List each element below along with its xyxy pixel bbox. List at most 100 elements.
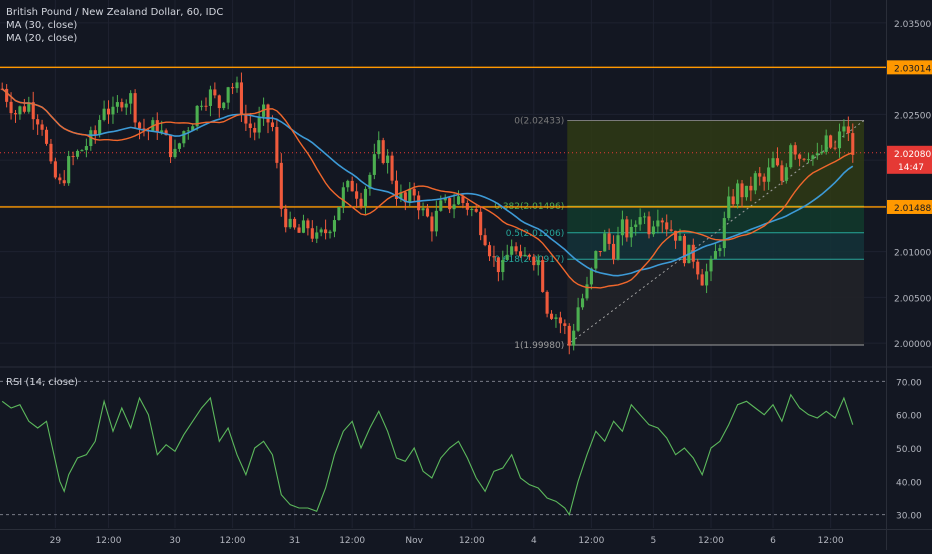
candle-body — [111, 106, 115, 115]
level-price-label: 2.01488 — [894, 204, 931, 214]
candle-body — [811, 155, 815, 160]
candle-body — [412, 188, 416, 196]
candle-body — [665, 222, 669, 230]
candle-body — [18, 106, 22, 115]
candle-body — [731, 196, 735, 205]
candle-body — [266, 104, 270, 123]
candle-body — [554, 317, 558, 319]
candle-body — [403, 192, 407, 203]
candle-body — [75, 150, 80, 157]
horizontal-levels[interactable] — [0, 66, 886, 208]
candle-body — [705, 271, 709, 286]
fib-level-label: 0.5(2.01206) — [506, 229, 565, 239]
candle-body — [625, 219, 629, 238]
candle-body — [173, 148, 177, 158]
time-tick-label: 29 — [50, 536, 62, 546]
candle-body — [629, 226, 633, 238]
candle-body — [164, 130, 168, 136]
candle-body — [527, 254, 531, 257]
candle-body — [638, 217, 642, 225]
candle-body — [718, 248, 722, 252]
candle-body — [381, 140, 385, 163]
candle-body — [727, 196, 731, 219]
candle-body — [350, 180, 354, 192]
time-tick-label: 5 — [651, 536, 657, 546]
candle-body — [567, 325, 571, 346]
candle-body — [656, 220, 660, 227]
candle-body — [651, 226, 655, 235]
candle-body — [456, 196, 461, 205]
candle-body — [204, 105, 208, 107]
candle-body — [160, 130, 164, 133]
price-tick-label: 2.02500 — [894, 111, 931, 121]
candle-body — [448, 198, 452, 210]
candle-body — [244, 114, 248, 124]
candle-body — [239, 82, 243, 115]
candle-body — [421, 208, 425, 211]
rsi-line — [1, 393, 854, 517]
time-tick-label: 12:00 — [339, 536, 365, 546]
candle-body — [169, 135, 173, 158]
legend-ma20: MA (20, close) — [6, 33, 78, 44]
candle-body — [177, 143, 181, 149]
candle-body — [58, 177, 62, 181]
candle-body — [231, 87, 235, 89]
time-tick-label: 4 — [531, 536, 537, 546]
candle-body — [13, 113, 18, 115]
fib-zone — [567, 206, 864, 233]
fibonacci-retracement[interactable]: 0(2.02433)0.382(2.01496)0.5(2.01206)0.61… — [494, 117, 865, 351]
candle-body — [616, 235, 620, 260]
candle-body — [71, 156, 75, 158]
candle-body — [124, 103, 128, 108]
candle-body — [191, 126, 195, 131]
price-tick-label: 2.00000 — [894, 340, 931, 350]
time-tick-label: 30 — [169, 536, 181, 546]
candle-body — [598, 251, 602, 253]
candle-body — [248, 123, 252, 129]
candle-body — [40, 124, 44, 130]
candle-body — [270, 122, 274, 127]
candle-body — [430, 216, 434, 232]
fib-zone — [567, 259, 864, 345]
candle-body — [98, 119, 102, 135]
candle-body — [213, 89, 217, 96]
candle-body — [558, 317, 562, 324]
candle-body — [133, 93, 137, 123]
candle-body — [49, 143, 53, 162]
fib-zone — [567, 120, 864, 207]
candle-body — [572, 330, 576, 346]
candle-body — [235, 82, 239, 89]
candle-body — [390, 155, 394, 181]
price-tick-label: 2.00500 — [894, 294, 931, 304]
time-tick-label: Nov — [405, 536, 423, 546]
last-price-label: 2.02080 — [894, 150, 931, 160]
time-tick-label: 12:00 — [818, 536, 844, 546]
ma30-line — [1, 88, 854, 277]
candle-body — [470, 209, 474, 211]
candle-body — [137, 122, 142, 129]
level-price-box — [887, 60, 932, 75]
candle-body — [753, 173, 757, 191]
candle-body — [580, 298, 585, 308]
candle-body — [355, 191, 359, 199]
candle-body — [319, 229, 323, 233]
candle-body — [501, 259, 505, 273]
candle-body — [306, 220, 310, 229]
candle-body — [674, 230, 678, 241]
candle-body — [297, 227, 301, 233]
candle-body — [634, 224, 638, 227]
candle-body — [186, 130, 190, 132]
price-tick-label: 2.03500 — [894, 20, 931, 30]
candle-body — [736, 183, 740, 205]
candle-body — [846, 126, 850, 134]
candle-body — [275, 126, 279, 163]
candle-body — [620, 219, 624, 236]
candle-body — [767, 167, 771, 182]
candle-body — [549, 313, 554, 319]
candle-body — [155, 120, 159, 133]
candle-body — [780, 165, 784, 181]
candle-body — [749, 185, 753, 191]
candle-body — [523, 254, 527, 257]
candle-body — [563, 323, 567, 326]
candle-body — [461, 196, 465, 203]
